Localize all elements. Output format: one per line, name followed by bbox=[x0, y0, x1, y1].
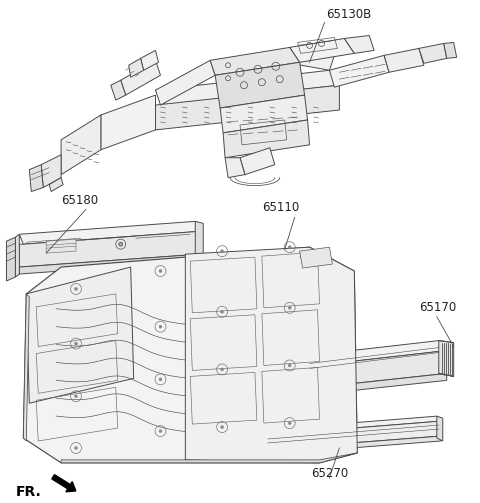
Polygon shape bbox=[262, 436, 441, 455]
Circle shape bbox=[159, 325, 162, 328]
Circle shape bbox=[288, 245, 291, 248]
Circle shape bbox=[74, 447, 77, 450]
Polygon shape bbox=[437, 416, 443, 441]
Circle shape bbox=[74, 287, 77, 290]
Polygon shape bbox=[101, 95, 156, 150]
Circle shape bbox=[159, 270, 162, 273]
Polygon shape bbox=[156, 60, 215, 105]
Polygon shape bbox=[24, 247, 357, 463]
Circle shape bbox=[288, 422, 291, 425]
Polygon shape bbox=[19, 231, 200, 267]
Circle shape bbox=[74, 395, 77, 398]
Polygon shape bbox=[439, 341, 454, 376]
Polygon shape bbox=[344, 36, 374, 53]
Polygon shape bbox=[185, 247, 357, 463]
Polygon shape bbox=[15, 234, 19, 277]
Polygon shape bbox=[46, 239, 76, 253]
Polygon shape bbox=[111, 80, 126, 100]
Polygon shape bbox=[258, 430, 262, 458]
Polygon shape bbox=[384, 48, 424, 72]
Polygon shape bbox=[19, 221, 200, 244]
Polygon shape bbox=[156, 85, 339, 130]
Polygon shape bbox=[49, 178, 63, 192]
Polygon shape bbox=[290, 38, 354, 62]
Polygon shape bbox=[329, 55, 389, 87]
Text: 65180: 65180 bbox=[61, 195, 98, 207]
Polygon shape bbox=[215, 62, 305, 108]
Circle shape bbox=[221, 426, 224, 429]
Polygon shape bbox=[223, 120, 310, 158]
Circle shape bbox=[119, 242, 123, 246]
Text: 65130B: 65130B bbox=[326, 8, 372, 21]
Circle shape bbox=[221, 249, 224, 253]
Polygon shape bbox=[195, 221, 203, 257]
Polygon shape bbox=[300, 351, 447, 389]
Circle shape bbox=[74, 342, 77, 345]
Polygon shape bbox=[419, 43, 447, 63]
Circle shape bbox=[288, 364, 291, 367]
Polygon shape bbox=[121, 60, 160, 95]
Polygon shape bbox=[61, 115, 101, 175]
Polygon shape bbox=[285, 47, 335, 70]
Polygon shape bbox=[29, 164, 43, 192]
Polygon shape bbox=[240, 148, 275, 175]
Polygon shape bbox=[444, 42, 456, 58]
Text: 65270: 65270 bbox=[312, 467, 349, 480]
Circle shape bbox=[288, 306, 291, 309]
Polygon shape bbox=[19, 254, 200, 274]
Text: 65110: 65110 bbox=[262, 201, 299, 214]
Polygon shape bbox=[156, 70, 339, 105]
Text: FR.: FR. bbox=[15, 485, 41, 498]
Polygon shape bbox=[300, 341, 447, 367]
Polygon shape bbox=[300, 247, 333, 268]
Polygon shape bbox=[262, 416, 441, 435]
Polygon shape bbox=[296, 357, 300, 400]
Polygon shape bbox=[262, 421, 441, 450]
Text: 65170: 65170 bbox=[419, 301, 456, 314]
Polygon shape bbox=[26, 267, 133, 403]
Circle shape bbox=[221, 368, 224, 371]
Polygon shape bbox=[129, 58, 144, 77]
Polygon shape bbox=[220, 95, 308, 133]
Polygon shape bbox=[210, 47, 300, 75]
Circle shape bbox=[159, 430, 162, 433]
Polygon shape bbox=[141, 50, 158, 70]
Polygon shape bbox=[300, 373, 447, 396]
Polygon shape bbox=[225, 158, 245, 178]
Polygon shape bbox=[24, 294, 29, 441]
Polygon shape bbox=[6, 237, 15, 281]
Polygon shape bbox=[41, 155, 61, 188]
FancyArrow shape bbox=[52, 475, 76, 492]
Polygon shape bbox=[61, 453, 357, 463]
Circle shape bbox=[159, 378, 162, 381]
Circle shape bbox=[221, 310, 224, 313]
